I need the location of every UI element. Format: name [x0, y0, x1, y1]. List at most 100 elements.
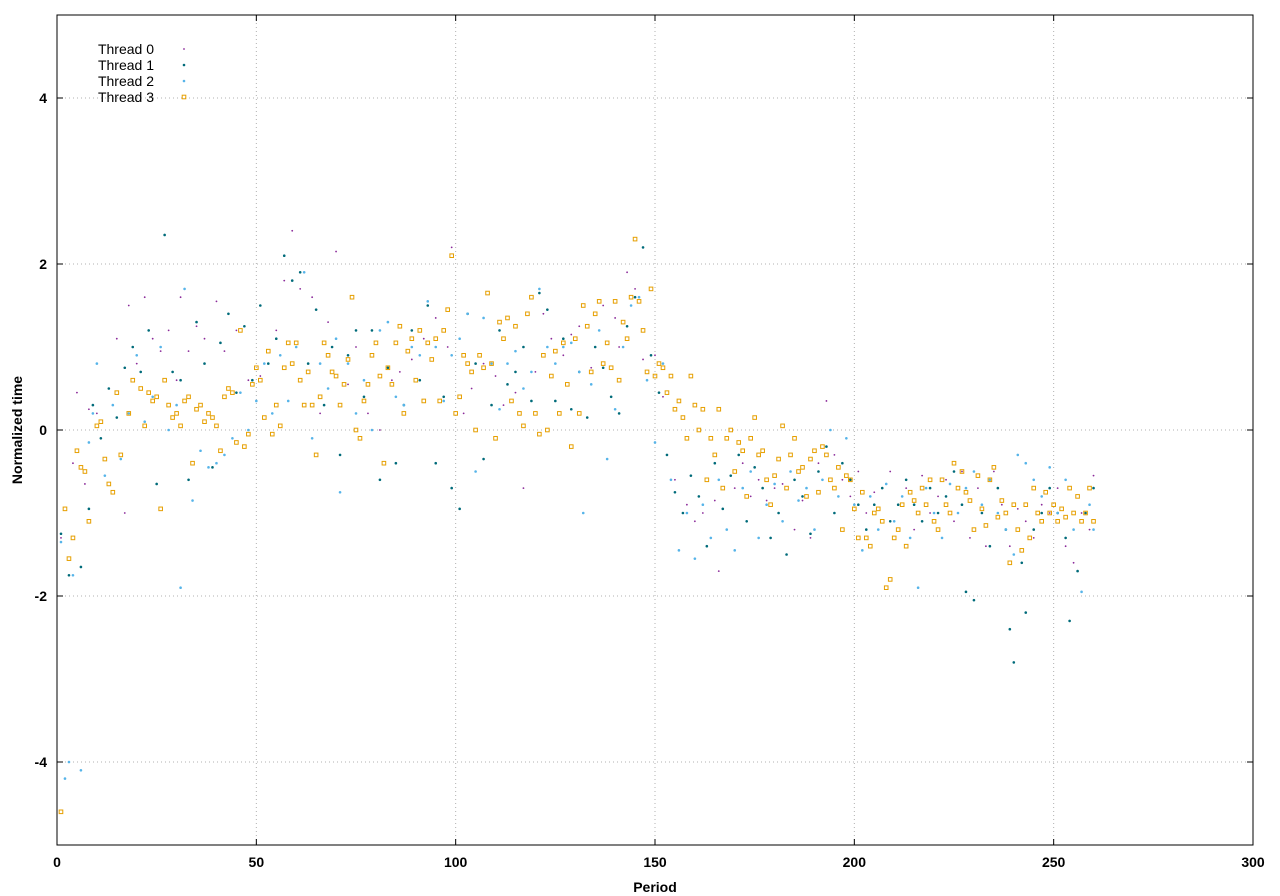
- data-point: [462, 412, 465, 415]
- legend-marker: [182, 79, 186, 83]
- data-point: [541, 353, 546, 358]
- data-point: [513, 323, 518, 329]
- data-point: [529, 294, 534, 300]
- x-tick-label: 250: [1042, 854, 1066, 870]
- data-point: [449, 253, 454, 258]
- data-point: [70, 535, 76, 541]
- data-point: [199, 449, 202, 453]
- data-point: [879, 519, 885, 524]
- data-point: [1019, 548, 1025, 553]
- data-point: [1092, 486, 1095, 490]
- data-point: [63, 777, 67, 780]
- data-point: [397, 323, 403, 329]
- data-point: [255, 399, 258, 403]
- data-point: [947, 510, 953, 516]
- data-point: [578, 325, 581, 328]
- data-point: [648, 286, 654, 292]
- data-point: [378, 478, 382, 482]
- data-point: [78, 465, 84, 470]
- data-point: [377, 373, 383, 379]
- data-point: [749, 495, 752, 498]
- data-point: [186, 394, 191, 400]
- data-point: [473, 427, 478, 433]
- data-point: [1068, 619, 1071, 623]
- data-point: [626, 271, 628, 274]
- data-point: [143, 296, 146, 299]
- data-point: [84, 483, 86, 485]
- data-point: [306, 362, 310, 365]
- data-point: [1092, 528, 1095, 531]
- data-point: [864, 528, 868, 531]
- data-point: [800, 465, 805, 470]
- data-point: [390, 379, 393, 382]
- data-point: [624, 336, 630, 341]
- data-point: [335, 250, 337, 253]
- data-point: [91, 412, 95, 415]
- data-point: [159, 350, 162, 353]
- data-point: [102, 456, 108, 462]
- data-point: [223, 350, 226, 353]
- data-point: [60, 537, 62, 539]
- data-point: [849, 495, 852, 498]
- data-point: [461, 353, 466, 358]
- data-point: [637, 295, 641, 299]
- x-axis-title: Period: [633, 879, 677, 895]
- data-point: [964, 486, 968, 490]
- data-point: [963, 489, 969, 495]
- data-point: [792, 436, 797, 441]
- data-point: [353, 427, 359, 433]
- data-point: [867, 543, 873, 549]
- data-point: [179, 586, 182, 589]
- data-point: [413, 377, 419, 383]
- legend-marker: [182, 63, 186, 67]
- data-point: [538, 287, 541, 291]
- data-point: [975, 473, 981, 478]
- data-point: [577, 370, 581, 374]
- data-point: [1016, 453, 1020, 457]
- data-point: [442, 395, 446, 399]
- data-point: [437, 398, 443, 404]
- data-point: [980, 511, 984, 515]
- data-point: [434, 345, 438, 349]
- data-point: [996, 511, 1000, 515]
- data-point: [605, 457, 609, 461]
- data-point: [263, 362, 266, 365]
- data-point: [110, 489, 116, 495]
- data-point: [913, 528, 916, 531]
- data-point: [235, 329, 238, 332]
- data-point: [67, 760, 71, 764]
- data-point: [741, 486, 745, 490]
- data-point: [362, 378, 366, 382]
- data-point: [931, 519, 937, 524]
- data-point: [912, 503, 916, 507]
- data-point: [845, 437, 848, 440]
- data-point: [398, 371, 401, 373]
- data-point: [960, 503, 964, 507]
- data-point: [777, 511, 780, 515]
- data-point: [923, 502, 929, 507]
- data-point: [887, 577, 893, 582]
- data-point: [673, 490, 677, 494]
- data-point: [291, 229, 294, 232]
- data-point: [466, 312, 469, 316]
- data-point: [498, 329, 501, 332]
- data-point: [868, 495, 872, 498]
- data-point: [628, 294, 634, 300]
- data-point: [793, 478, 796, 482]
- data-point: [482, 316, 485, 320]
- data-point: [562, 354, 565, 357]
- data-point: [202, 419, 207, 424]
- data-point: [752, 415, 757, 420]
- data-point: [87, 408, 90, 411]
- data-point: [1079, 519, 1084, 524]
- data-point: [95, 362, 99, 365]
- data-point: [820, 444, 825, 449]
- data-point: [816, 489, 821, 495]
- data-point: [1048, 486, 1051, 490]
- data-point: [409, 336, 415, 341]
- data-point: [1016, 507, 1019, 510]
- data-point: [593, 345, 597, 349]
- data-point: [602, 304, 605, 307]
- data-point: [721, 507, 725, 511]
- data-point: [329, 369, 335, 375]
